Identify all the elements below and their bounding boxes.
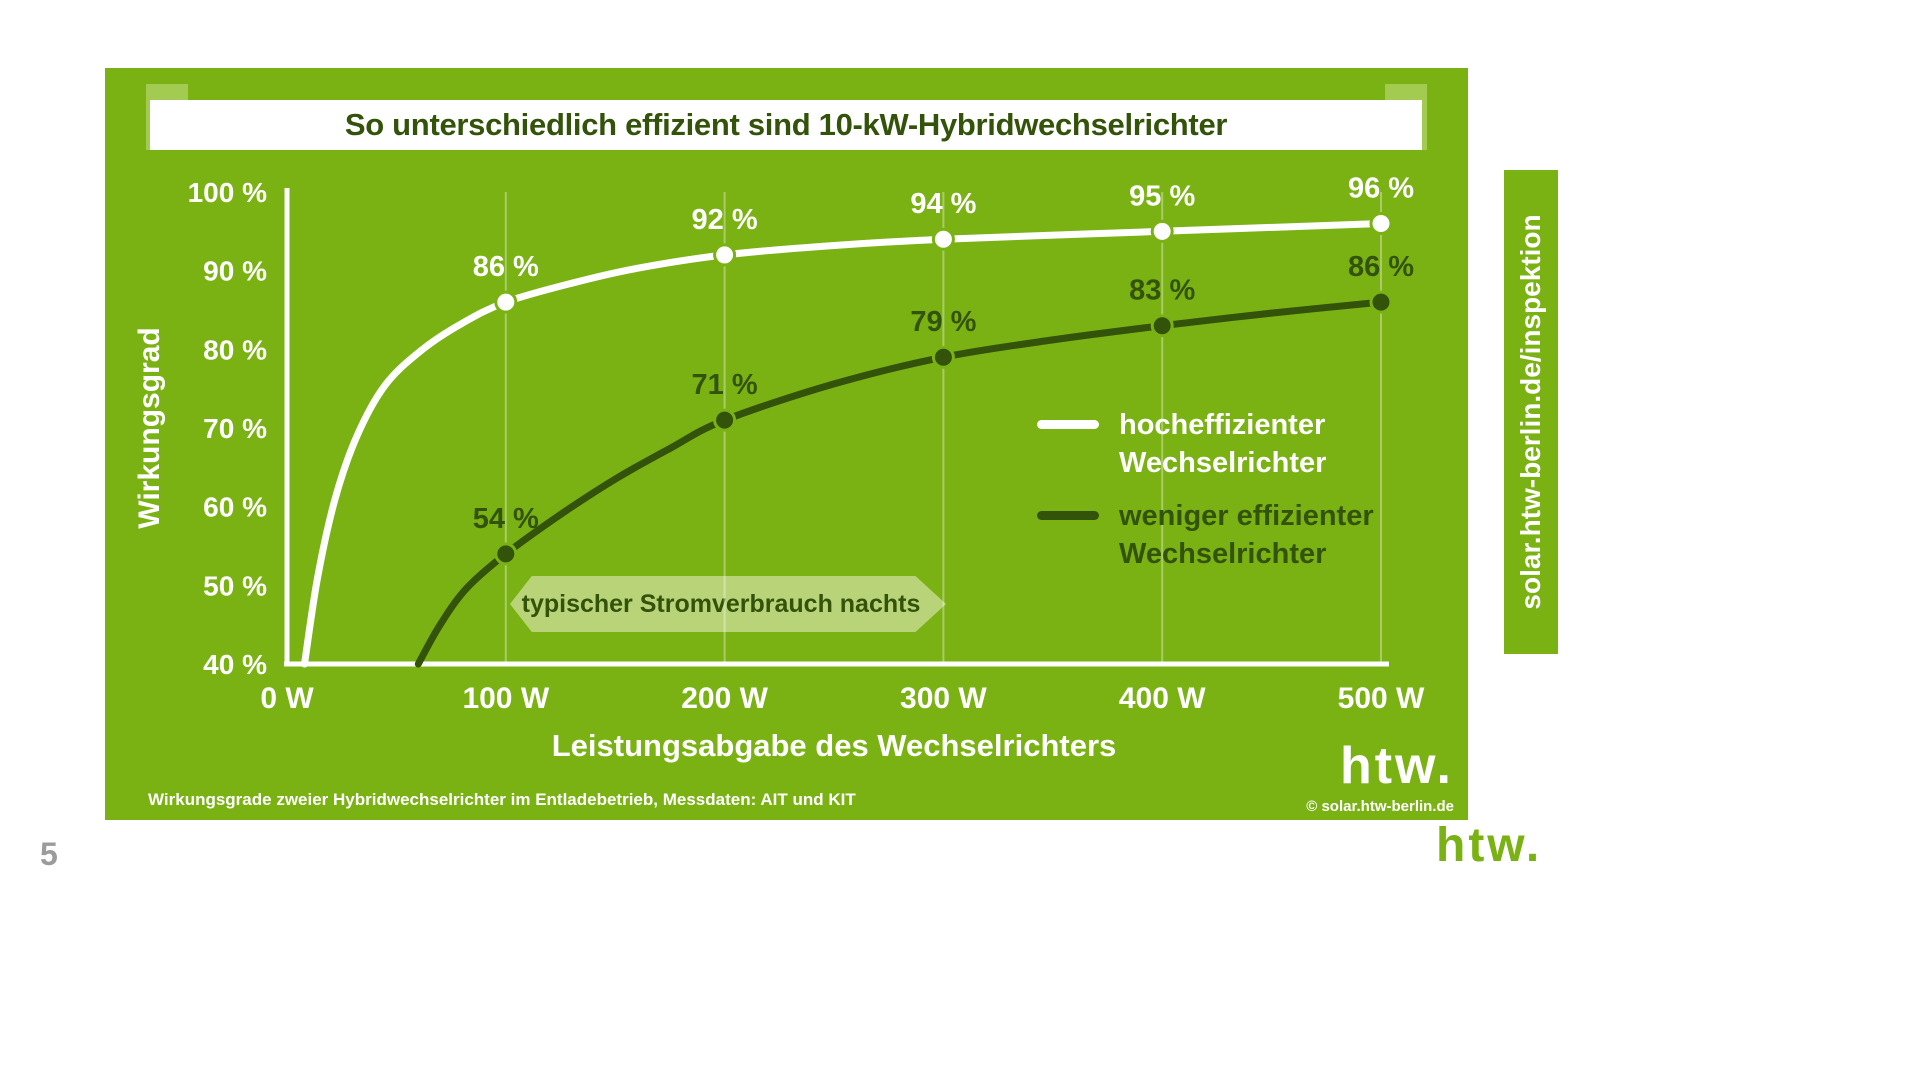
data-point bbox=[1150, 314, 1174, 338]
x-axis-label: Leistungsabgabe des Wechselrichters bbox=[552, 728, 1117, 763]
data-point-label: 96 % bbox=[1348, 172, 1414, 204]
x-tick-label: 300 W bbox=[900, 682, 987, 715]
data-point bbox=[1150, 219, 1174, 243]
data-point-label: 54 % bbox=[473, 503, 539, 535]
data-point bbox=[494, 542, 518, 566]
side-tab-label: solar.htw-berlin.de/inspektion bbox=[1515, 214, 1546, 610]
y-tick-label: 100 % bbox=[188, 177, 267, 208]
infographic-panel: So unterschiedlich effizient sind 10-kW-… bbox=[105, 68, 1468, 820]
legend-label-low-efficiency: weniger effizienter Wechselrichter bbox=[1119, 499, 1374, 570]
data-point-label: 92 % bbox=[692, 204, 758, 236]
annotation-label: typischer Stromverbrauch nachts bbox=[521, 589, 921, 618]
legend-item-low-efficiency: weniger effizienter Wechselrichter bbox=[1037, 497, 1394, 574]
data-point-label: 86 % bbox=[473, 251, 539, 283]
data-point bbox=[1369, 211, 1393, 235]
legend-label-high-efficiency: hocheffizienter Wechselrichter bbox=[1119, 409, 1327, 480]
data-point-label: 79 % bbox=[910, 306, 976, 338]
y-tick-label: 90 % bbox=[203, 256, 267, 287]
annotation-banner: typischer Stromverbrauch nachts bbox=[510, 576, 946, 632]
data-point-label: 71 % bbox=[692, 369, 758, 401]
y-tick-label: 70 % bbox=[203, 413, 267, 444]
data-point bbox=[931, 345, 955, 369]
y-axis-label: Wirkungsgrad bbox=[133, 327, 166, 528]
x-tick-label: 0 W bbox=[260, 682, 314, 715]
copyright-text: © solar.htw-berlin.de bbox=[1306, 798, 1454, 815]
data-point bbox=[494, 290, 518, 314]
x-tick-label: 400 W bbox=[1119, 682, 1206, 715]
data-point bbox=[1369, 290, 1393, 314]
htw-logo-footer: htw. bbox=[1436, 819, 1543, 872]
chart-title-banner: So unterschiedlich effizient sind 10-kW-… bbox=[150, 100, 1422, 150]
data-point-label: 95 % bbox=[1129, 180, 1195, 212]
legend-item-high-efficiency: hocheffizienter Wechselrichter bbox=[1037, 406, 1394, 483]
legend: hocheffizienter Wechselrichter weniger e… bbox=[1037, 406, 1394, 573]
data-point bbox=[713, 243, 737, 267]
source-footnote: Wirkungsgrade zweier Hybridwechselrichte… bbox=[148, 790, 856, 809]
data-point-label: 83 % bbox=[1129, 275, 1195, 307]
y-tick-label: 40 % bbox=[203, 649, 267, 680]
data-point bbox=[931, 227, 955, 251]
y-tick-label: 60 % bbox=[203, 492, 267, 523]
legend-line-white bbox=[1037, 420, 1099, 429]
y-tick-label: 50 % bbox=[203, 570, 267, 601]
data-point-label: 86 % bbox=[1348, 251, 1414, 283]
y-tick-label: 80 % bbox=[203, 334, 267, 365]
legend-line-dark bbox=[1037, 510, 1099, 520]
x-tick-label: 200 W bbox=[681, 682, 768, 715]
data-point bbox=[713, 408, 737, 432]
side-tab-url: solar.htw-berlin.de/inspektion bbox=[1504, 170, 1558, 654]
htw-logo-panel: htw. © solar.htw-berlin.de bbox=[1306, 740, 1454, 815]
data-point-label: 94 % bbox=[910, 188, 976, 220]
chart-title: So unterschiedlich effizient sind 10-kW-… bbox=[344, 107, 1228, 142]
x-tick-label: 500 W bbox=[1338, 682, 1425, 715]
page-number: 5 bbox=[40, 836, 58, 872]
htw-logo-text: htw. bbox=[1339, 737, 1454, 795]
x-tick-label: 100 W bbox=[462, 682, 549, 715]
